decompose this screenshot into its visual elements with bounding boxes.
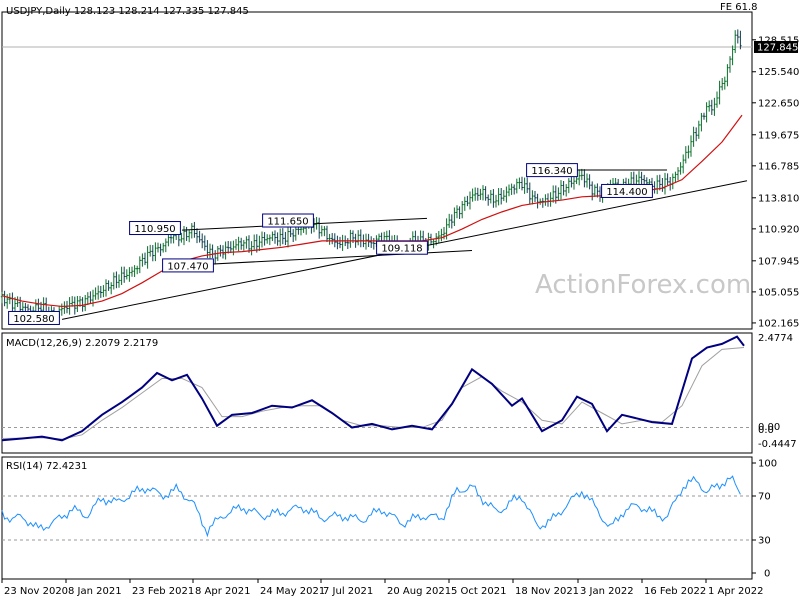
- rsi-panel: [1, 456, 753, 580]
- price-label-box-4: [376, 240, 428, 255]
- price-label-1: 110.950: [134, 224, 175, 235]
- x-tick-label: 24 May 2021: [260, 586, 325, 597]
- price-label-box-6: [8, 310, 60, 325]
- macd-y-tick-label: -0.4447: [758, 439, 797, 450]
- price-y-tick-label: 110.920: [758, 224, 799, 235]
- price-y-tick-label: 105.055: [758, 287, 799, 298]
- price-y-tick-label: 119.675: [758, 130, 799, 141]
- price-label-box-5: [601, 183, 653, 198]
- x-tick-label: 23 Nov 2020: [4, 586, 68, 597]
- watermark: ActionForex.com: [535, 270, 751, 300]
- rsi-y-tick-label: 30: [758, 536, 771, 547]
- rsi-y-tick-label: 100: [758, 459, 777, 470]
- price-label-6: 102.580: [13, 314, 54, 325]
- price-label-box-3: [162, 258, 214, 273]
- x-tick-label: 5 Oct 2021: [451, 586, 506, 597]
- x-tick-label: 18 Nov 2021: [515, 586, 579, 597]
- current-price-tag-label: 127.845: [757, 42, 798, 53]
- x-tick-label: 8 Jan 2021: [68, 586, 122, 597]
- x-tick-label: 8 Apr 2021: [195, 586, 250, 597]
- price-label-5: 114.400: [606, 187, 647, 198]
- rsi-y-tick-label: 0: [764, 569, 770, 580]
- macd-y-tick-label: 0.00: [758, 422, 780, 433]
- rsi-panel-title: RSI(14) 72.4231: [6, 461, 87, 472]
- price-panel-title: USDJPY,Daily 128.123 128.214 127.335 127…: [6, 6, 249, 17]
- x-tick-label: 23 Feb 2021: [132, 586, 194, 597]
- x-tick-label: 7 Jul 2021: [323, 586, 373, 597]
- price-y-tick-label: 122.650: [758, 98, 799, 109]
- macd-panel: [1, 332, 753, 454]
- price-y-tick-label: 116.785: [758, 161, 799, 172]
- price-y-tick-label: 113.810: [758, 193, 799, 204]
- price-label-4: 109.118: [381, 244, 422, 255]
- price-label-2: 111.650: [267, 217, 308, 228]
- price-label-box-1: [129, 221, 181, 236]
- price-label-0: 116.340: [531, 166, 572, 177]
- price-y-tick-label: 107.945: [758, 256, 799, 267]
- rsi-line: [1, 475, 741, 538]
- fe-annotation: FE 61.8: [720, 2, 758, 13]
- current-price-tag: [754, 40, 798, 53]
- price-label-box-0: [526, 163, 578, 178]
- macd-y-tick-label: 0.0: [758, 425, 774, 436]
- macd-panel-title: MACD(12,26,9) 2.2079 2.2179: [6, 338, 158, 349]
- price-y-tick-label: 102.165: [758, 318, 799, 329]
- price-label-box-2: [262, 213, 314, 228]
- price-y-tick-label: 128.515: [758, 35, 799, 46]
- x-tick-label: 1 Apr 2022: [708, 586, 763, 597]
- x-tick-label: 20 Aug 2021: [387, 586, 451, 597]
- price-label-3: 107.470: [167, 261, 208, 272]
- price-y-tick-label: 125.540: [758, 67, 799, 78]
- rsi-y-tick-label: 70: [758, 492, 771, 503]
- macd-line: [1, 335, 745, 442]
- x-tick-label: 16 Feb 2022: [644, 586, 706, 597]
- macd-y-tick-label: 2.4774: [758, 333, 793, 344]
- x-tick-label: 3 Jan 2022: [580, 586, 634, 597]
